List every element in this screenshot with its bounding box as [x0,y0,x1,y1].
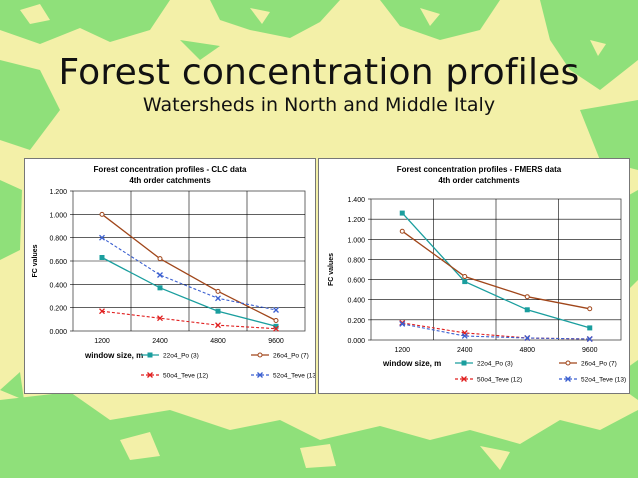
data-point [586,336,593,342]
y-tick-label: 1.000 [49,212,67,219]
y-axis-label: FC values [328,253,335,286]
chart-panel-fmers: Forest concentration profiles - FMERS da… [318,158,630,394]
legend-label: 22o4_Po (3) [477,361,513,368]
series-line [401,230,590,310]
x-axis-label: window size, m [382,359,441,368]
data-point [399,210,405,216]
data-point [462,279,468,285]
data-point [461,333,468,339]
data-point [215,295,221,302]
legend-label: 26o4_Po (7) [581,361,617,368]
legend-marker [565,360,571,366]
data-point [99,234,105,241]
legend-label: 50o4_Teve (12) [163,373,208,380]
series-line [402,323,590,340]
x-tick-label: 2400 [152,338,168,345]
y-axis-label: FC values [32,244,39,277]
y-tick-label: 0.200 [347,318,365,325]
chart-panel-clc: Forest concentration profiles - CLC data… [24,158,316,394]
legend-label: 52o4_Teve (13) [581,377,626,384]
legend-marker [147,352,153,358]
data-point [462,274,468,280]
y-tick-label: 0.800 [49,236,67,243]
data-point [157,315,163,322]
x-tick-label: 4800 [210,338,226,345]
chart-clc: Forest concentration profiles - CLC data… [32,165,315,380]
y-tick-label: 1.200 [347,217,365,224]
y-tick-label: 0.600 [49,259,67,266]
legend-marker [147,372,153,378]
series-line [101,256,277,327]
legend-label: 22o4_Po (3) [163,353,199,360]
chart-title: Forest concentration profiles - CLC data [94,165,247,174]
data-point [587,325,593,331]
chart-subtitle: 4th order catchments [438,176,520,185]
data-point [587,306,593,312]
data-point [273,307,279,313]
x-tick-label: 1200 [394,347,410,354]
legend-marker [257,352,263,358]
data-point [399,320,406,327]
y-tick-label: 0.400 [347,298,365,305]
data-point [215,322,221,329]
series-line [101,213,277,322]
chart-subtitle: 4th order catchments [129,176,211,185]
legend-marker [461,360,467,366]
legend-label: 50o4_Teve (12) [477,377,522,384]
legend-label: 26o4_Po (7) [273,353,309,360]
data-point [157,272,163,278]
data-point [524,307,530,313]
y-tick-label: 0.800 [347,257,365,264]
data-point [399,228,405,234]
data-point [215,288,221,294]
x-tick-label: 2400 [457,347,473,354]
data-point [157,285,163,291]
y-tick-label: 1.400 [347,197,365,204]
data-point [99,255,105,260]
y-tick-label: 0.000 [49,329,67,336]
legend-marker [565,376,571,382]
x-tick-label: 1200 [94,338,110,345]
data-point [215,308,221,314]
data-point [273,323,279,329]
y-tick-label: 0.000 [347,338,365,345]
legend-marker [257,372,263,378]
legend-label: 52o4_Teve (13) [273,373,315,380]
data-point [524,294,530,300]
y-tick-label: 0.600 [347,278,365,285]
series-line [401,212,590,329]
series-line [101,237,277,311]
chart-title: Forest concentration profiles - FMERS da… [397,165,562,174]
slide-title: Forest concentration profiles [58,52,580,93]
legend-marker [461,376,467,382]
x-tick-label: 4800 [519,347,535,354]
data-point [273,325,279,332]
y-tick-label: 0.200 [49,306,67,313]
data-point [157,256,163,262]
y-tick-label: 1.200 [49,189,67,196]
data-point [99,308,105,315]
x-axis-label: window size, m [84,351,143,360]
data-point [524,335,531,341]
chart-fmers: Forest concentration profiles - FMERS da… [328,165,626,384]
x-tick-label: 9600 [268,338,284,345]
y-tick-label: 0.400 [49,282,67,289]
data-point [273,318,279,323]
data-point [99,211,105,217]
slide-subtitle: Watersheds in North and Middle Italy [142,94,496,116]
x-tick-label: 9600 [582,347,598,354]
y-tick-label: 1.000 [347,237,365,244]
series-line [101,310,277,330]
